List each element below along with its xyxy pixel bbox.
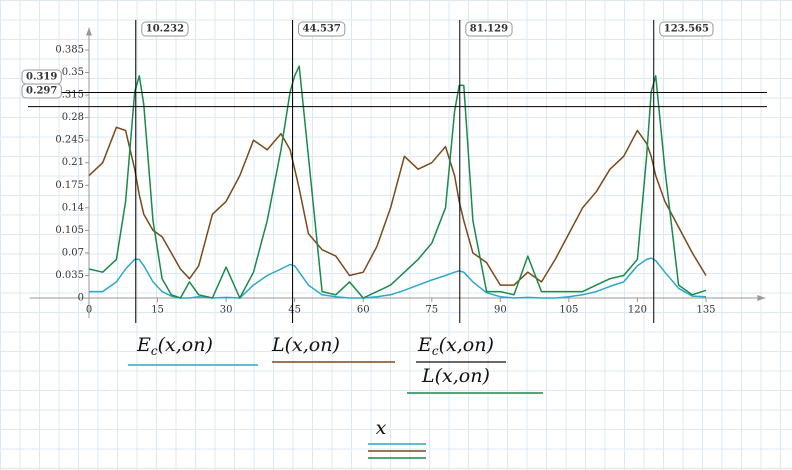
x-marker-label-box (659, 21, 714, 37)
x-marker-label: 44.537 (298, 21, 346, 37)
x-marker-label-text: 123.565 (664, 24, 709, 35)
x-marker-label-text: 81.129 (470, 24, 508, 35)
x-marker-label-box (465, 21, 513, 37)
y-tick-label: 0.385 (55, 45, 84, 56)
x-axis-arrow (757, 295, 766, 301)
x-marker-label-text: 44.537 (303, 24, 341, 35)
y-tick-label: 0.35 (62, 67, 84, 78)
x-tick-label: 60 (357, 305, 370, 316)
x-tick-label: 135 (696, 305, 715, 316)
y-marker-label-text: 0.319 (26, 72, 57, 83)
y-axis-arrow (86, 27, 92, 36)
x-tick-label: 90 (494, 305, 507, 316)
y-tick-label: 0 (78, 293, 84, 304)
data-line (89, 257, 707, 299)
x-marker-label-box (141, 21, 189, 37)
data-line (88, 126, 707, 286)
x-marker-label-box (298, 21, 346, 37)
x-tick-label: 30 (220, 305, 233, 316)
y-tick-label: 0.28 (62, 112, 84, 123)
x-marker-label: 123.565 (659, 21, 714, 37)
y-tick-label: 0.315 (55, 90, 84, 101)
x-marker-label: 81.129 (465, 21, 513, 37)
x-marker-label-text: 10.232 (146, 24, 184, 35)
y-tick-label: 0.175 (55, 180, 84, 191)
y-tick-label: 0.105 (55, 225, 84, 236)
y-tick-label: 0.07 (62, 247, 84, 258)
y-tick-label: 0.245 (55, 135, 84, 146)
y-marker-label: 0.297 (21, 83, 62, 99)
x-tick-label: 0 (86, 305, 92, 316)
x-tick-label: 75 (425, 305, 438, 316)
y-marker-label-box (21, 83, 62, 99)
x-tick-label: 120 (628, 305, 647, 316)
data-line (88, 65, 707, 299)
x-tick-label: 105 (559, 305, 578, 316)
y-tick-label: 0.035 (55, 270, 84, 281)
x-axis-label: x (376, 417, 387, 439)
x-tick-label: 45 (288, 305, 301, 316)
legend-label: Ec(x,on) (136, 334, 213, 358)
y-tick-label: 0.14 (62, 202, 84, 213)
y-marker-label: 0.319 (21, 69, 62, 85)
x-marker-label: 10.232 (141, 21, 189, 37)
y-marker-label-text: 0.297 (26, 86, 57, 97)
legend-label: L(x,on) (271, 334, 340, 356)
y-tick-label: 0.21 (62, 157, 84, 168)
legend-label: Ec(x,on)/L(x,on) (417, 334, 495, 387)
x-tick-label: 15 (151, 305, 164, 316)
